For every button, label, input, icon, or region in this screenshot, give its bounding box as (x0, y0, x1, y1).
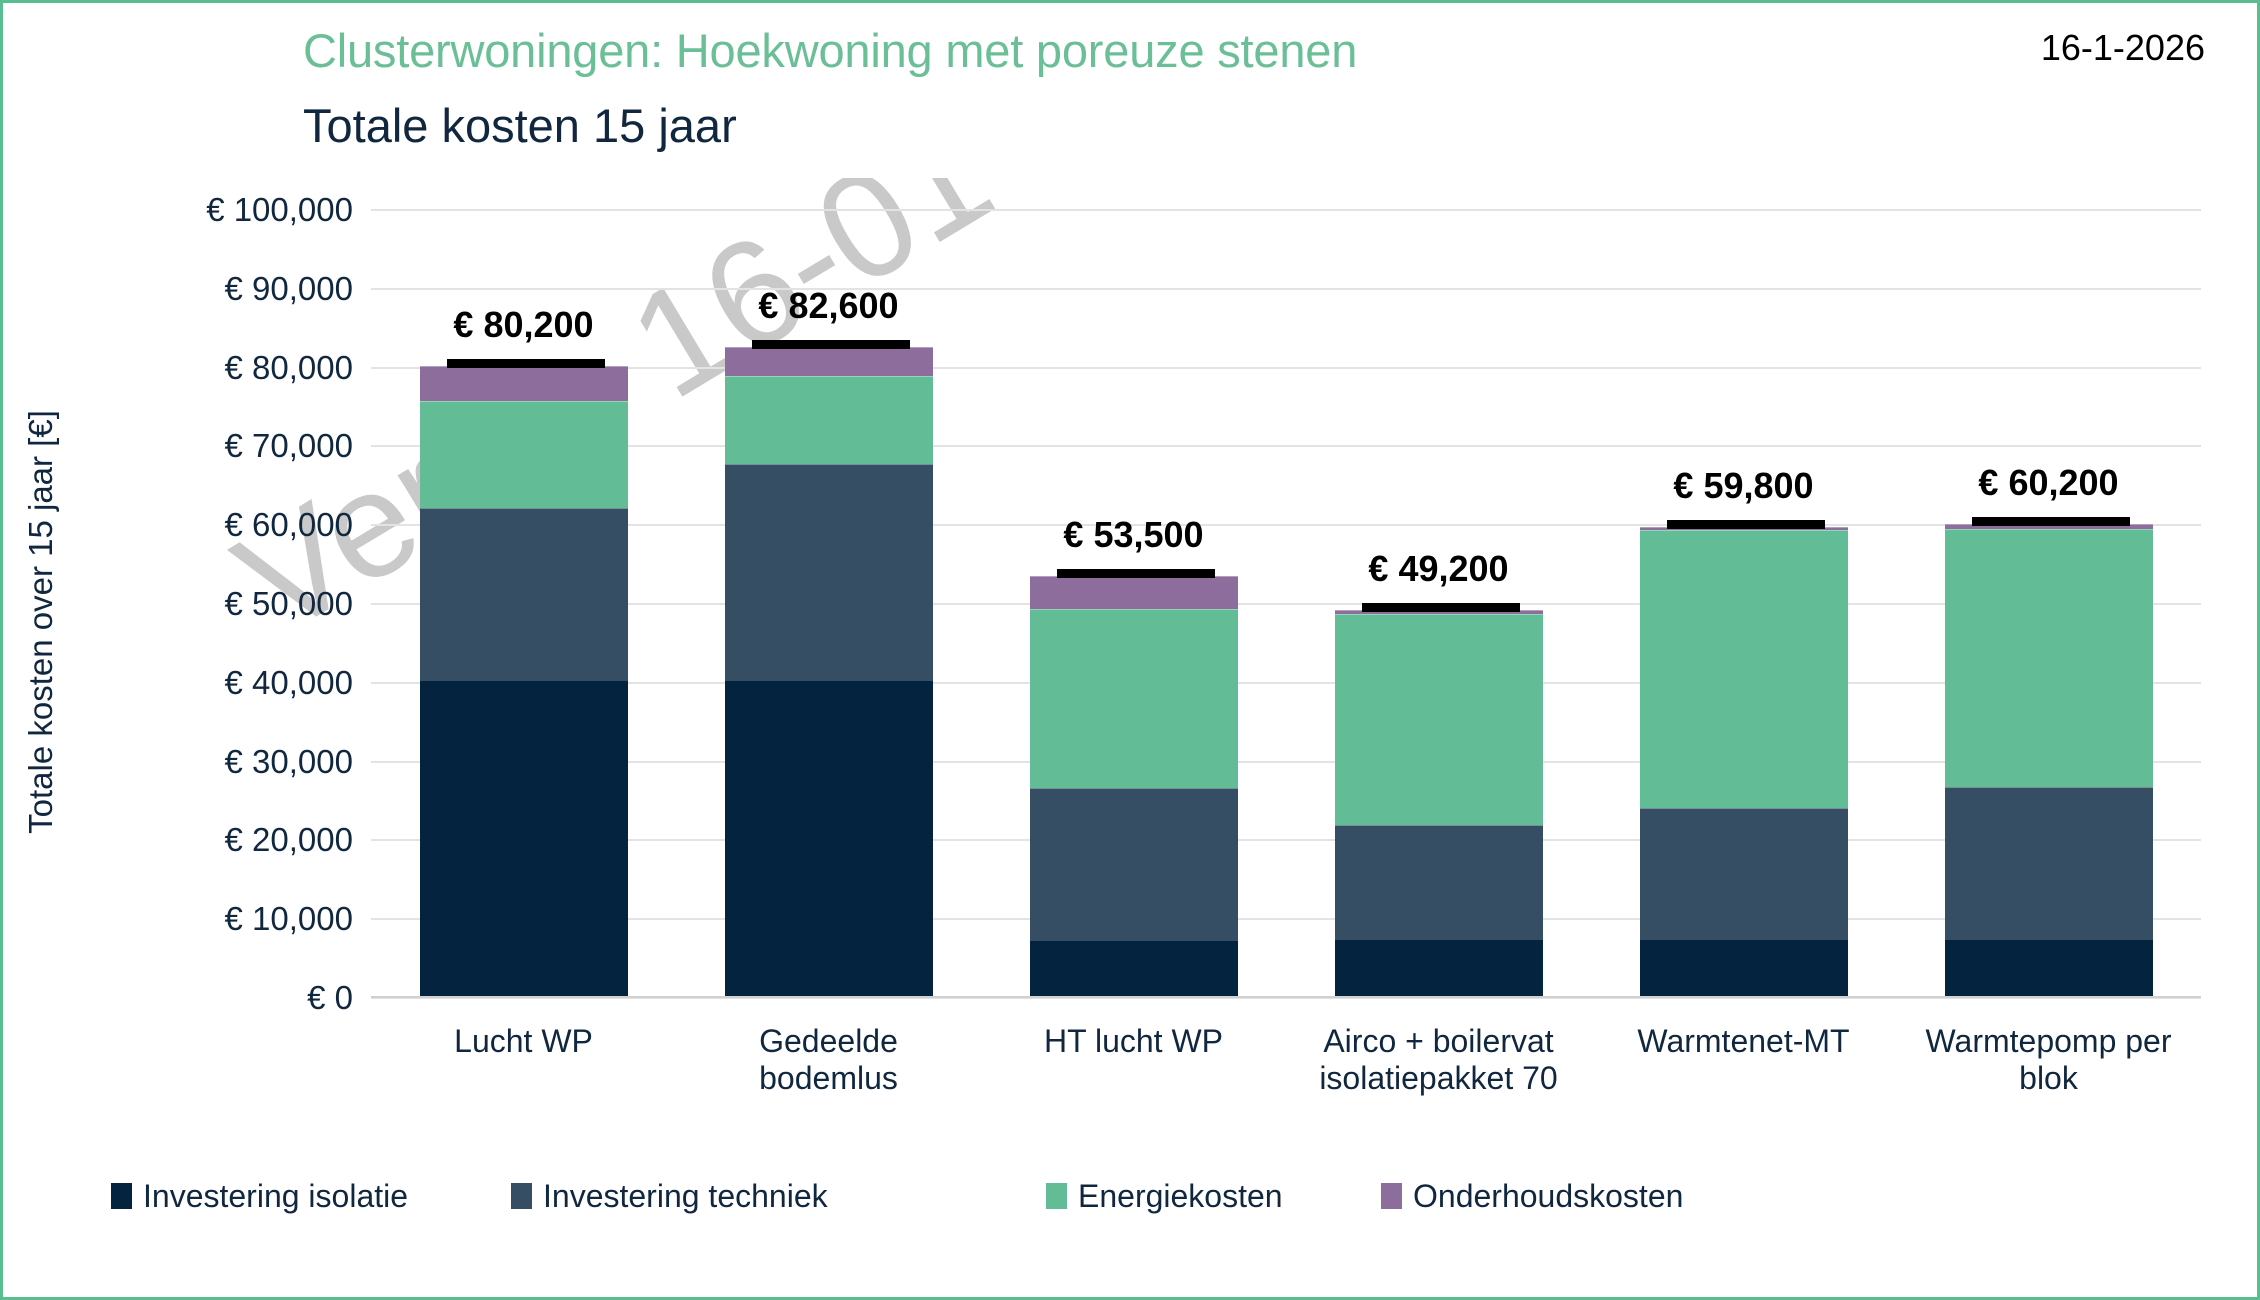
bar-column[interactable] (1639, 210, 1848, 998)
legend-item-energiekosten[interactable]: Energiekosten (1046, 1178, 1283, 1215)
legend-item-onderhoudskosten[interactable]: Onderhoudskosten (1381, 1178, 1683, 1215)
legend-swatch-icon (1381, 1183, 1402, 1209)
bar-segment-investering-isolatie[interactable] (419, 681, 628, 998)
bar-total-label: € 60,200 (1978, 461, 2119, 503)
bar-column[interactable] (1334, 210, 1543, 998)
bar-segment-onderhoudskosten[interactable] (1029, 576, 1238, 609)
bar-segment-investering-techniek[interactable] (1639, 808, 1848, 940)
y-axis-tick-label: € 90,000 (224, 269, 353, 307)
bar-segment-investering-isolatie[interactable] (1334, 939, 1543, 998)
legend-label: Investering isolatie (143, 1177, 409, 1214)
gridline (371, 681, 2201, 684)
x-axis-category-label: Gedeelde bodemlus (669, 1023, 989, 1097)
bar-total-label: € 49,200 (1368, 548, 1509, 590)
total-cap-marker (751, 340, 910, 350)
bar-segment-investering-techniek[interactable] (1334, 824, 1543, 940)
legend-swatch-icon (111, 1183, 132, 1209)
category-label-line: HT lucht WP (1044, 1023, 1223, 1059)
gridline (371, 287, 2201, 290)
y-axis-tick-label: € 40,000 (224, 663, 353, 701)
y-axis-tick-label: € 30,000 (224, 742, 353, 780)
bar-segment-onderhoudskosten[interactable] (724, 347, 933, 377)
bar-segment-investering-isolatie[interactable] (1029, 941, 1238, 998)
gridline (371, 524, 2201, 527)
y-axis-tick-label: € 100,000 (206, 191, 353, 228)
chart-legend: Investering isolatie Investering techniek… (111, 1171, 2171, 1221)
y-axis-tick-label: € 0 (307, 979, 353, 1016)
bar-column[interactable] (724, 210, 933, 998)
bar-segment-energiekosten[interactable] (1639, 529, 1848, 809)
bar-segment-investering-techniek[interactable] (419, 507, 628, 682)
legend-item-investering-techniek[interactable]: Investering techniek (511, 1178, 828, 1215)
total-cap-marker (1666, 519, 1825, 529)
category-label-line: Gedeelde (759, 1023, 898, 1059)
y-axis-title: Totale kosten over 15 jaar [€] (22, 410, 59, 834)
y-axis-ticks: € 0 € 10,000 € 20,000 € 30,000 € 40,000 € 50,… (206, 191, 2201, 1016)
category-label-line: Warmtenet-MT (1637, 1023, 1850, 1059)
y-axis-tick-label: € 20,000 (224, 821, 353, 859)
y-axis-tick-label: € 50,000 (224, 585, 353, 622)
x-axis-category-label: Airco + boilervat isolatiepakket 70 (1279, 1023, 1599, 1097)
gridline (371, 997, 2201, 999)
category-label-line: Lucht WP (454, 1023, 593, 1059)
gridline (371, 366, 2201, 369)
y-axis-tick-label: € 80,000 (224, 348, 353, 386)
category-label-line: blok (2019, 1059, 2078, 1096)
bar-segment-energiekosten[interactable] (419, 400, 628, 508)
gridline (371, 209, 2201, 211)
chart-title: Clusterwoningen: Hoekwoning met poreuze … (303, 24, 1358, 77)
legend-swatch-icon (1046, 1183, 1067, 1209)
x-axis-line (371, 996, 2201, 998)
category-label-line: isolatiepakket 70 (1319, 1059, 1558, 1096)
total-cap-marker (1056, 569, 1215, 579)
bar-segment-energiekosten[interactable] (1029, 608, 1238, 789)
legend-label: Investering techniek (543, 1177, 828, 1214)
total-cap-marker (1971, 516, 2130, 526)
bar-segment-investering-isolatie[interactable] (1639, 939, 1848, 998)
bar-segment-onderhoudskosten[interactable] (419, 366, 628, 401)
gridline (371, 760, 2201, 763)
legend-item-investering-isolatie[interactable]: Investering isolatie (111, 1178, 408, 1215)
gridline (371, 839, 2201, 842)
x-axis-category-label: Warmtepomp per blok (1889, 1023, 2209, 1097)
bar-total-label: € 80,200 (453, 304, 594, 346)
bar-segment-investering-isolatie[interactable] (724, 681, 933, 998)
bar-segment-investering-techniek[interactable] (724, 463, 933, 682)
bar-total-label: € 59,800 (1673, 464, 1814, 506)
y-axis-tick-label: € 10,000 (224, 900, 353, 938)
y-axis-tick-label: € 70,000 (224, 427, 353, 465)
legend-swatch-icon (511, 1183, 532, 1209)
chart-subtitle: Totale kosten 15 jaar (303, 99, 737, 152)
legend-label: Onderhoudskosten (1413, 1177, 1684, 1214)
bar-segment-investering-techniek[interactable] (1944, 786, 2153, 940)
x-axis-category-label: Lucht WP (364, 1023, 684, 1060)
bar-total-label: € 53,500 (1063, 514, 1204, 556)
total-cap-marker (1361, 603, 1520, 613)
bar-segment-energiekosten[interactable] (724, 376, 933, 464)
gridline (371, 603, 2201, 605)
bar-column[interactable] (419, 210, 628, 998)
total-cap-marker (446, 359, 605, 369)
category-label-line: bodemlus (759, 1059, 898, 1096)
gridline (371, 918, 2201, 921)
bar-total-label: € 82,600 (758, 285, 899, 327)
legend-label: Energiekosten (1078, 1177, 1283, 1214)
plot-area: € 0 € 10,000 € 20,000 € 30,000 € 40,000 € 50,… (206, 191, 2201, 1016)
bar-segment-energiekosten[interactable] (1334, 614, 1543, 825)
category-label-line: Airco + boilervat (1323, 1023, 1554, 1059)
x-axis-category-label: HT lucht WP (974, 1023, 1294, 1060)
bar-segment-energiekosten[interactable] (1944, 529, 2153, 787)
date-stamp: 16-1-2026 (2040, 27, 2205, 68)
x-axis-category-label: Warmtenet-MT (1584, 1023, 1904, 1060)
category-label-line: Warmtepomp per (1925, 1023, 2172, 1059)
bar-segment-investering-techniek[interactable] (1029, 788, 1238, 942)
bar-column[interactable] (1029, 210, 1238, 998)
bar-column[interactable] (1944, 210, 2153, 998)
gridline (371, 445, 2201, 448)
bar-segment-investering-isolatie[interactable] (1944, 939, 2153, 998)
y-axis-tick-label: € 60,000 (224, 506, 353, 544)
